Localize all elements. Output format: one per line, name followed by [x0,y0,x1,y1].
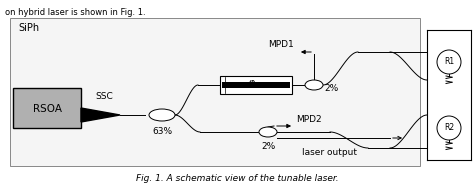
Text: laser output: laser output [302,148,357,157]
Ellipse shape [259,127,277,137]
Text: 2%: 2% [324,84,338,93]
Bar [222,82,290,88]
Ellipse shape [305,80,323,90]
Text: φ: φ [249,78,255,88]
Text: MPD2: MPD2 [296,115,322,124]
Text: Fig. 1. A schematic view of the tunable laser.: Fig. 1. A schematic view of the tunable … [136,174,338,183]
Bar [10,18,420,166]
Bar [13,88,81,128]
Text: SiPh: SiPh [18,23,39,33]
Circle shape [437,50,461,74]
Text: SSC: SSC [95,92,113,101]
Text: RSOA: RSOA [33,104,62,114]
Text: 63%: 63% [152,127,172,136]
Text: on hybrid laser is shown in Fig. 1.: on hybrid laser is shown in Fig. 1. [5,8,146,17]
Polygon shape [81,108,120,122]
Ellipse shape [149,109,175,121]
Text: R2: R2 [444,122,454,131]
Text: R1: R1 [444,56,454,65]
Bar [220,76,292,94]
Text: 2%: 2% [261,142,275,151]
Circle shape [437,116,461,140]
Text: MPD1: MPD1 [268,40,294,49]
